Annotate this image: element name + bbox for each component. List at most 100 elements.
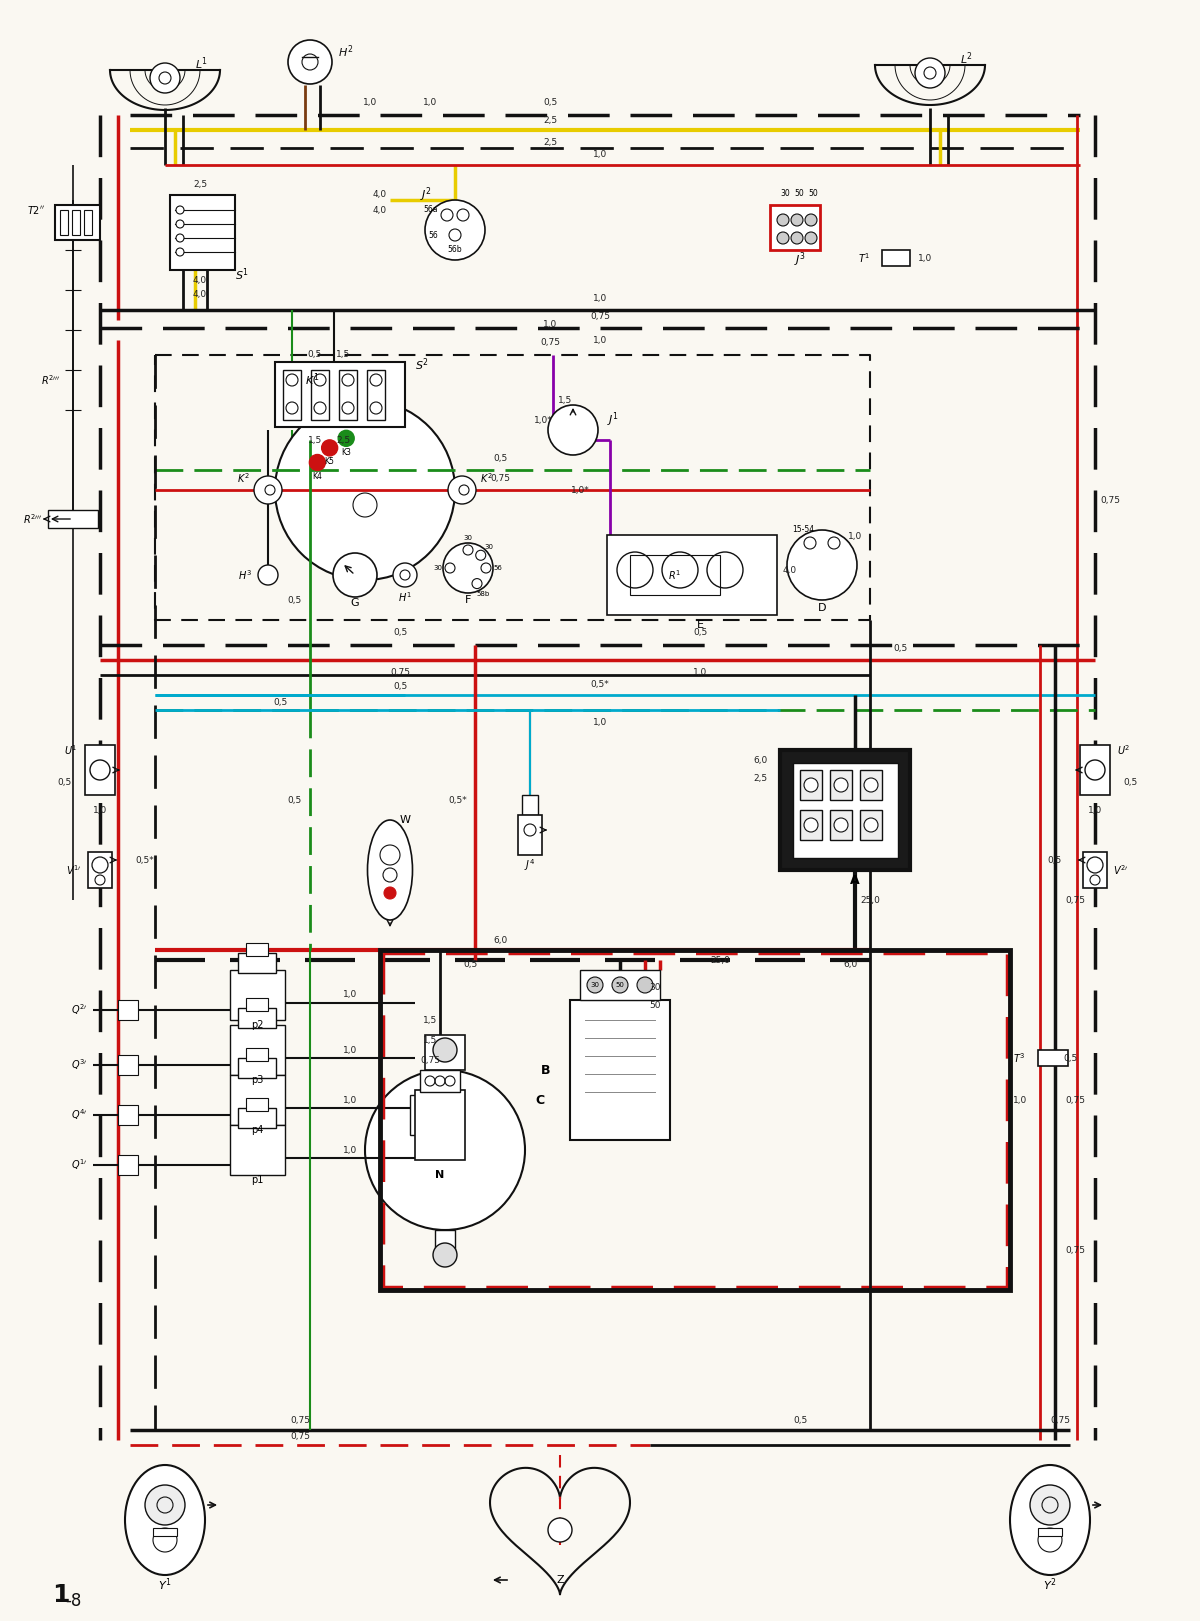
Text: 1,0: 1,0	[343, 1146, 358, 1154]
Circle shape	[370, 374, 382, 386]
Circle shape	[443, 543, 493, 593]
Text: 0,5: 0,5	[542, 97, 557, 107]
Circle shape	[1085, 760, 1105, 780]
Bar	[793, 763, 898, 858]
Circle shape	[442, 209, 454, 220]
Circle shape	[288, 41, 332, 84]
Bar	[1084, 853, 1108, 888]
Text: $V^{2\prime}$: $V^{2\prime}$	[1114, 862, 1128, 877]
Text: 4,0: 4,0	[193, 276, 208, 285]
Text: Z: Z	[556, 1576, 564, 1585]
Circle shape	[322, 439, 337, 456]
Text: 1,0: 1,0	[1088, 806, 1102, 814]
Circle shape	[90, 760, 110, 780]
Text: 0,5: 0,5	[1063, 1054, 1078, 1062]
Bar	[230, 1075, 286, 1125]
Text: 0,5: 0,5	[308, 350, 322, 360]
Text: 1,0: 1,0	[848, 533, 862, 541]
Circle shape	[707, 553, 743, 588]
Ellipse shape	[1010, 1465, 1090, 1576]
Bar	[800, 770, 822, 801]
Bar	[85, 746, 115, 794]
Text: 0,75: 0,75	[540, 337, 560, 347]
Circle shape	[445, 562, 455, 572]
Text: 56: 56	[428, 230, 438, 240]
Text: 2,5: 2,5	[542, 115, 557, 125]
Bar	[238, 1008, 276, 1028]
Text: 58b: 58b	[476, 592, 490, 597]
Text: C: C	[535, 1094, 544, 1107]
Text: -8: -8	[65, 1592, 82, 1610]
Circle shape	[380, 845, 400, 866]
Bar	[118, 1106, 138, 1125]
Text: $K^1$: $K^1$	[305, 371, 319, 389]
Text: 4,0: 4,0	[193, 290, 208, 300]
Circle shape	[804, 778, 818, 793]
Circle shape	[254, 477, 282, 504]
Text: p4: p4	[251, 1125, 263, 1135]
Bar	[84, 211, 92, 235]
Bar	[170, 195, 235, 271]
Text: $S^1$: $S^1$	[235, 267, 250, 284]
Text: 0,75: 0,75	[1100, 496, 1120, 504]
Bar	[48, 511, 98, 528]
Text: B: B	[540, 1063, 550, 1076]
Text: 1,0*: 1,0*	[571, 486, 589, 494]
Bar	[238, 953, 276, 973]
Text: $Y^1$: $Y^1$	[158, 1577, 172, 1593]
Ellipse shape	[367, 820, 413, 921]
Text: 56a: 56a	[424, 206, 438, 214]
Circle shape	[916, 58, 946, 88]
Bar	[238, 1059, 276, 1078]
Text: W: W	[400, 815, 410, 825]
Text: 0,5: 0,5	[692, 629, 707, 637]
Text: p2: p2	[251, 1020, 263, 1029]
Circle shape	[334, 553, 377, 597]
Circle shape	[475, 550, 486, 561]
Text: 1,5: 1,5	[308, 436, 322, 444]
Bar	[154, 1529, 178, 1537]
Text: E: E	[696, 619, 703, 631]
Text: 0,5: 0,5	[1048, 856, 1062, 864]
Bar	[800, 810, 822, 840]
Circle shape	[1030, 1485, 1070, 1525]
Circle shape	[394, 562, 418, 587]
Bar	[518, 815, 542, 854]
Bar	[780, 751, 910, 870]
Circle shape	[433, 1243, 457, 1268]
Bar	[367, 370, 385, 420]
Circle shape	[314, 374, 326, 386]
Text: 1,5: 1,5	[422, 1015, 437, 1024]
Bar	[860, 810, 882, 840]
Text: $R^{2\prime\prime\prime}$: $R^{2\prime\prime\prime}$	[23, 512, 42, 525]
Text: 30: 30	[649, 984, 661, 992]
Text: $T2^{\prime\prime}$: $T2^{\prime\prime}$	[28, 204, 46, 216]
Circle shape	[587, 977, 604, 994]
Circle shape	[828, 537, 840, 550]
Circle shape	[864, 819, 878, 832]
Text: 0,5*: 0,5*	[590, 681, 610, 689]
Bar	[88, 853, 112, 888]
Text: 0,75: 0,75	[420, 1055, 440, 1065]
Bar	[72, 211, 80, 235]
Bar	[830, 770, 852, 801]
Circle shape	[804, 537, 816, 550]
Text: 1,0: 1,0	[593, 718, 607, 726]
Circle shape	[834, 778, 848, 793]
Text: 1,0: 1,0	[918, 253, 932, 263]
Bar	[580, 969, 660, 1000]
Bar	[230, 969, 286, 1020]
Text: 1,0: 1,0	[422, 99, 437, 107]
Text: 0,75: 0,75	[390, 668, 410, 676]
Text: K4: K4	[312, 472, 323, 481]
Circle shape	[472, 579, 482, 588]
Text: 0,5: 0,5	[493, 454, 508, 462]
Text: N: N	[436, 1170, 445, 1180]
Text: p1: p1	[251, 1175, 263, 1185]
Text: 1: 1	[52, 1584, 70, 1606]
Text: 25,0: 25,0	[710, 955, 730, 964]
Bar	[436, 1230, 455, 1260]
Text: 56: 56	[493, 566, 503, 571]
Bar	[830, 810, 852, 840]
Text: 2,5: 2,5	[193, 180, 208, 190]
